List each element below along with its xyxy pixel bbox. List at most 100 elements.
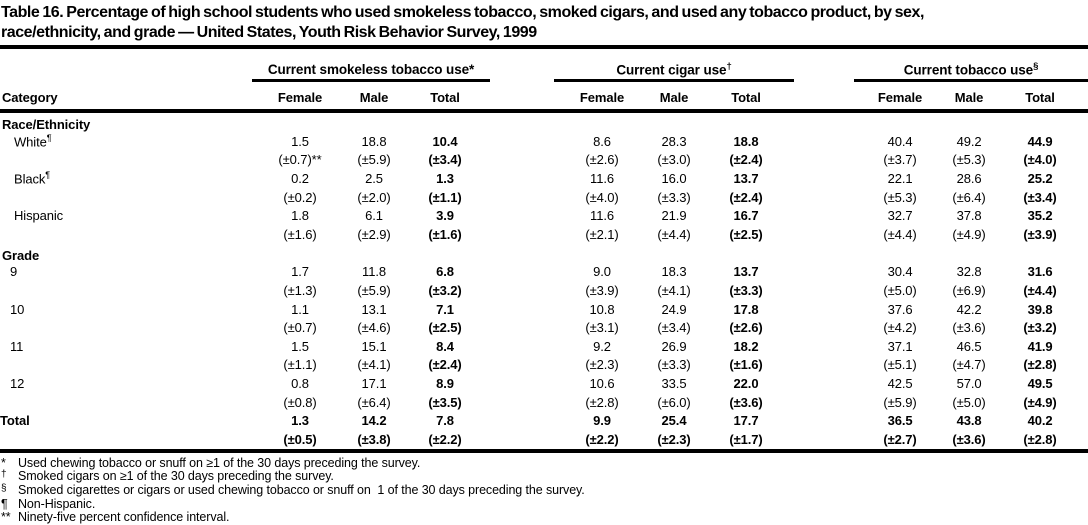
footnote-marker: † (1, 468, 18, 482)
column-gap (794, 411, 854, 430)
column-header-total: Total (992, 81, 1088, 110)
row-label-text: 11 (10, 339, 23, 354)
ci-cell: (±5.0) (946, 393, 992, 412)
footnote-marker: ¶ (1, 498, 18, 512)
section-heading: Race/Ethnicity (0, 113, 1088, 132)
ci-cell: (±6.9) (946, 281, 992, 300)
ci-cell: (±1.6) (252, 225, 348, 244)
column-gap (794, 374, 854, 393)
column-header-female: Female (252, 81, 348, 110)
value-cell: 18.3 (650, 263, 698, 282)
ci-cell: (±4.9) (992, 393, 1088, 412)
ci-cell: (±2.8) (992, 430, 1088, 449)
value-cell: 9.9 (554, 411, 650, 430)
column-gap (490, 337, 554, 356)
section-heading: Grade (0, 244, 1088, 263)
ci-cell: (±4.4) (992, 281, 1088, 300)
value-cell: 32.8 (946, 263, 992, 282)
confidence-interval-row: (±1.3)(±5.9)(±3.2)(±3.9)(±4.1)(±3.3)(±5.… (0, 281, 1088, 300)
column-gap (490, 374, 554, 393)
column-header-male: Male (650, 81, 698, 110)
column-gap (490, 169, 554, 188)
column-gap (490, 411, 554, 430)
page-title: Table 16. Percentage of high school stud… (0, 0, 1088, 43)
ci-cell: (±2.5) (400, 318, 490, 337)
value-cell: 10.6 (554, 374, 650, 393)
column-header-female: Female (854, 81, 946, 110)
value-cell: 8.4 (400, 337, 490, 356)
ci-cell: (±4.1) (348, 356, 400, 375)
ci-cell: (±6.0) (650, 393, 698, 412)
value-cell: 32.7 (854, 206, 946, 225)
confidence-interval-row: (±1.1)(±4.1)(±2.4)(±2.3)(±3.3)(±1.6)(±5.… (0, 356, 1088, 375)
value-cell: 14.2 (348, 411, 400, 430)
value-cell: 40.4 (854, 132, 946, 151)
ci-cell: (±4.1) (650, 281, 698, 300)
row-label: 11 (0, 337, 252, 356)
value-cell: 11.8 (348, 263, 400, 282)
ci-cell: (±5.3) (854, 188, 946, 207)
column-gap (490, 263, 554, 282)
section-heading-row: Grade (0, 244, 1088, 263)
value-cell: 31.6 (992, 263, 1088, 282)
column-gap (794, 206, 854, 225)
column-gap (794, 318, 854, 337)
value-cell: 18.2 (698, 337, 794, 356)
ci-cell: (±4.6) (348, 318, 400, 337)
group-header-1: Current smokeless tobacco use* (252, 49, 490, 81)
ci-cell: (±4.4) (854, 225, 946, 244)
ci-cell: (±4.9) (946, 225, 992, 244)
ci-cell: (±3.7) (854, 151, 946, 170)
ci-cell: (±3.3) (650, 188, 698, 207)
column-header-total: Total (400, 81, 490, 110)
value-cell: 2.5 (348, 169, 400, 188)
bottom-rule (0, 449, 1088, 453)
footnote: **Ninety-five percent confidence interva… (1, 511, 1088, 525)
ci-cell: (±3.9) (554, 281, 650, 300)
value-cell: 16.7 (698, 206, 794, 225)
row-label-text: Total (0, 413, 30, 428)
column-gap (794, 430, 854, 449)
ci-cell: (±5.1) (854, 356, 946, 375)
column-gap (794, 393, 854, 412)
row-label: 9 (0, 263, 252, 282)
row-label: Total (0, 411, 252, 430)
ci-cell: (±2.3) (554, 356, 650, 375)
ci-cell: (±2.0) (348, 188, 400, 207)
footnote: *Used chewing tobacco or snuff on ≥1 of … (1, 457, 1088, 471)
ci-cell: (±4.2) (854, 318, 946, 337)
value-cell: 37.1 (854, 337, 946, 356)
ci-cell: (±5.0) (854, 281, 946, 300)
column-gap (794, 151, 854, 170)
value-cell: 24.9 (650, 300, 698, 319)
ci-cell: (±1.3) (252, 281, 348, 300)
group-header-label: Current tobacco use (904, 62, 1033, 77)
value-cell: 37.8 (946, 206, 992, 225)
value-cell: 46.5 (946, 337, 992, 356)
column-gap (794, 281, 854, 300)
value-cell: 13.7 (698, 169, 794, 188)
value-cell: 13.1 (348, 300, 400, 319)
column-gap (490, 206, 554, 225)
footnote-marker: § (1033, 61, 1038, 72)
ci-cell: (±3.2) (400, 281, 490, 300)
value-cell: 10.4 (400, 132, 490, 151)
ci-cell: (±2.2) (400, 430, 490, 449)
row-label-empty (0, 188, 252, 207)
footnote-marker: * (469, 62, 474, 77)
ci-cell: (±2.6) (554, 151, 650, 170)
value-cell: 42.5 (854, 374, 946, 393)
ci-cell: (±0.5) (252, 430, 348, 449)
column-gap (490, 151, 554, 170)
value-cell: 21.9 (650, 206, 698, 225)
title-line-1: Table 16. Percentage of high school stud… (1, 3, 1088, 23)
section-heading-row: Race/Ethnicity (0, 113, 1088, 132)
footnote: §Smoked cigarettes or cigars or used che… (1, 484, 1088, 498)
value-cell: 1.3 (400, 169, 490, 188)
ci-cell: (±2.8) (992, 356, 1088, 375)
value-cell: 42.2 (946, 300, 992, 319)
value-cell: 17.1 (348, 374, 400, 393)
column-gap (490, 188, 554, 207)
